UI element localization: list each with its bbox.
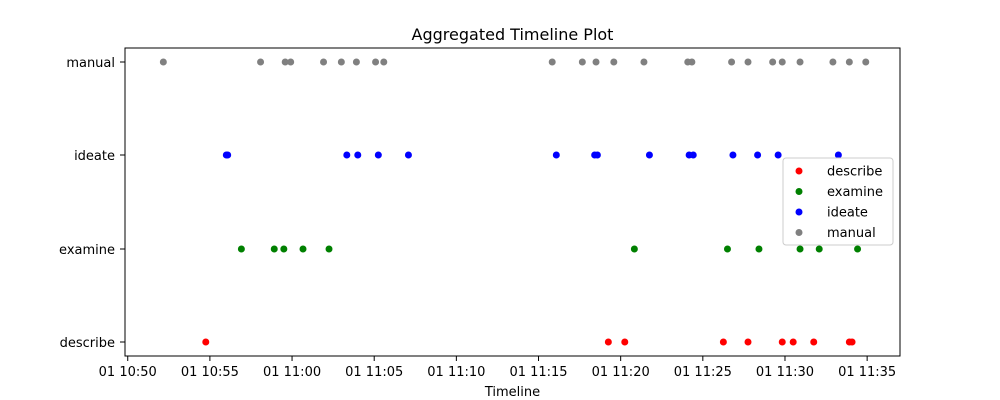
data-point-manual	[257, 58, 265, 66]
data-point-manual	[281, 58, 289, 66]
data-point-examine	[854, 245, 862, 253]
data-point-manual	[548, 58, 556, 66]
data-point-describe	[789, 338, 797, 346]
data-point-examine	[723, 245, 731, 253]
data-point-ideate	[593, 151, 601, 159]
data-point-manual	[352, 58, 360, 66]
data-point-ideate	[354, 151, 362, 159]
data-point-manual	[796, 58, 804, 66]
data-point-ideate	[224, 151, 232, 159]
legend: describe examine ideate manual	[782, 157, 894, 246]
data-point-ideate	[645, 151, 653, 159]
data-point-ideate	[754, 151, 762, 159]
data-point-examine	[325, 245, 333, 253]
data-point-describe	[621, 338, 629, 346]
x-tick-label: 01 11:35	[838, 365, 896, 380]
y-tick-label: describe	[60, 336, 115, 351]
data-point-manual	[320, 58, 328, 66]
data-point-manual	[287, 58, 295, 66]
legend-marker-describe	[795, 167, 803, 175]
data-point-describe	[744, 338, 752, 346]
data-point-examine	[270, 245, 278, 253]
data-point-ideate	[689, 151, 697, 159]
legend-label-describe: describe	[827, 165, 882, 180]
data-point-examine	[237, 245, 245, 253]
data-point-examine	[815, 245, 823, 253]
x-tick-label: 01 11:10	[427, 365, 485, 380]
data-point-manual	[688, 58, 696, 66]
x-tick-label: 01 11:15	[509, 365, 567, 380]
data-point-examine	[796, 245, 804, 253]
plot-frame	[124, 47, 901, 357]
legend-box	[782, 157, 894, 246]
legend-marker-examine	[795, 188, 803, 195]
data-point-manual	[778, 58, 786, 66]
data-point-describe	[848, 338, 856, 346]
data-point-manual	[862, 58, 870, 66]
data-point-manual	[769, 58, 777, 66]
x-tick-label: 01 11:00	[263, 365, 321, 380]
legend-marker-manual	[795, 229, 803, 236]
x-tick-label: 01 11:05	[345, 365, 403, 380]
chart-title: Aggregated Timeline Plot	[412, 25, 614, 44]
data-point-manual	[159, 58, 167, 66]
legend-label-ideate: ideate	[827, 206, 868, 221]
data-point-examine	[280, 245, 288, 253]
x-axis-title: Timeline	[484, 385, 540, 400]
legend-label-manual: manual	[827, 226, 876, 241]
data-point-manual	[578, 58, 586, 66]
data-point-ideate	[552, 151, 560, 159]
data-point-describe	[719, 338, 727, 346]
y-tick-label: ideate	[74, 149, 115, 164]
data-point-describe	[778, 338, 786, 346]
data-point-manual	[337, 58, 345, 66]
x-tick-label: 01 11:25	[674, 365, 732, 380]
y-axis: describe examine ideate manual	[59, 56, 125, 351]
data-point-ideate	[834, 151, 842, 159]
data-point-manual	[728, 58, 736, 66]
x-tick-label: 01 11:20	[592, 365, 650, 380]
y-tick-label: manual	[66, 56, 115, 71]
legend-label-examine: examine	[827, 185, 883, 200]
x-tick-label: 01 10:50	[99, 365, 157, 380]
x-tick-label: 01 10:55	[181, 365, 239, 380]
data-point-manual	[845, 58, 853, 66]
data-point-examine	[755, 245, 763, 253]
y-tick-label: examine	[59, 243, 115, 258]
data-point-describe	[202, 338, 210, 346]
data-point-manual	[829, 58, 837, 66]
data-point-ideate	[343, 151, 351, 159]
data-point-manual	[592, 58, 600, 66]
legend-marker-ideate	[795, 208, 803, 216]
data-point-describe	[604, 338, 612, 346]
data-point-manual	[744, 58, 752, 66]
data-point-manual	[610, 58, 618, 66]
x-axis: 01 10:50 01 10:55 01 11:00 01 11:05 01 11:10…	[99, 356, 896, 380]
x-tick-label: 01 11:30	[756, 365, 814, 380]
data-point-examine	[630, 245, 638, 253]
data-point-ideate	[729, 151, 737, 159]
data-point-describe	[810, 338, 818, 346]
data-point-ideate	[374, 151, 382, 159]
data-point-ideate	[774, 151, 782, 159]
data-point-examine	[299, 245, 307, 253]
data-point-ideate	[404, 151, 412, 159]
data-point-manual	[380, 58, 388, 66]
data-point-manual	[372, 58, 380, 66]
data-point-manual	[640, 58, 648, 66]
data-points	[159, 58, 870, 346]
